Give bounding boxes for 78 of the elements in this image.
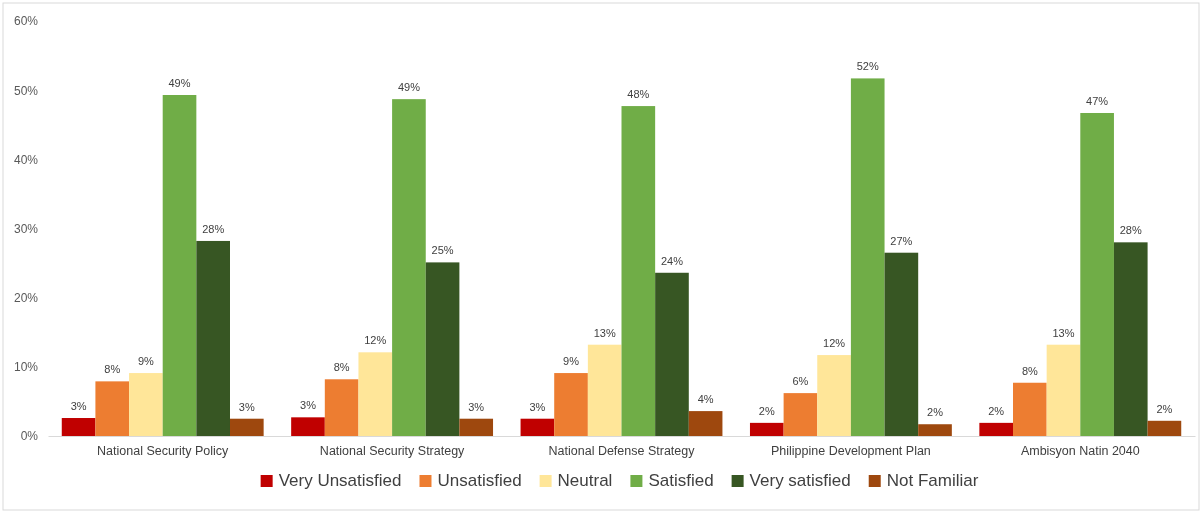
data-label: 12% [364, 334, 387, 347]
data-label: 8% [1021, 364, 1038, 377]
bar [817, 355, 851, 436]
x-tick-label: National Defense Strategy [548, 443, 696, 458]
data-label: 13% [1052, 326, 1075, 339]
data-label: 3% [300, 399, 317, 412]
y-tick-label: 60% [13, 14, 39, 29]
bar [61, 418, 96, 436]
data-label: 28% [202, 222, 225, 235]
data-label: 27% [890, 234, 913, 247]
data-label: 2% [1156, 402, 1173, 415]
bar [554, 373, 588, 436]
legend-label: Satisfied [648, 471, 714, 490]
data-label: 25% [431, 244, 454, 257]
data-label: 12% [823, 337, 846, 350]
bar [1046, 344, 1081, 436]
y-tick-label: 40% [13, 152, 39, 167]
x-tick-label: National Security Policy [97, 443, 230, 458]
bar [425, 262, 460, 436]
bar [655, 272, 689, 436]
data-label: 8% [333, 361, 350, 374]
bar [621, 106, 656, 436]
data-label: 8% [104, 363, 121, 376]
bar [520, 418, 555, 436]
legend-label: Unsatisfied [437, 471, 522, 490]
x-tick-label: Philippine Development Plan [770, 443, 931, 458]
x-tick-label: Ambisyon Natin 2040 [1020, 443, 1140, 458]
data-label: 28% [1119, 224, 1142, 237]
bar [459, 418, 494, 436]
bar [1147, 420, 1182, 436]
bar [587, 344, 622, 436]
bar [95, 381, 130, 436]
data-label: 13% [593, 326, 616, 339]
data-label: 9% [563, 355, 580, 368]
bar [1013, 382, 1047, 436]
data-label: 9% [137, 355, 155, 368]
data-label: 3% [468, 400, 485, 413]
bar [1113, 242, 1148, 436]
bar [162, 95, 197, 436]
bar [850, 78, 885, 436]
data-label: 3% [70, 400, 87, 413]
bar [688, 411, 723, 436]
bar [229, 418, 264, 436]
bar [196, 240, 230, 436]
y-tick-label: 50% [13, 83, 39, 98]
y-tick-label: 10% [13, 360, 39, 375]
y-tick-label: 20% [13, 291, 39, 306]
legend-label: Neutral [557, 471, 613, 490]
bar [783, 393, 818, 436]
data-label: 2% [988, 404, 1005, 417]
bar [358, 352, 393, 436]
data-label: 49% [397, 81, 421, 94]
data-label: 47% [1086, 94, 1109, 107]
data-label: 4% [697, 393, 714, 406]
data-label: 24% [660, 254, 684, 267]
data-label: 3% [529, 400, 546, 413]
bar [884, 252, 919, 436]
data-label: 48% [627, 88, 650, 101]
bar [749, 422, 784, 436]
data-label: 2% [927, 406, 944, 419]
bar [129, 373, 163, 436]
data-label: 3% [238, 400, 255, 413]
bar [291, 417, 325, 436]
data-label: 2% [758, 404, 775, 417]
bar [979, 422, 1014, 436]
y-tick-label: 30% [13, 221, 39, 236]
data-label: 52% [856, 60, 879, 73]
legend-label: Very Unsatisfied [278, 471, 402, 490]
bar [392, 99, 426, 436]
legend-label: Not Familiar [886, 471, 979, 490]
bar [324, 379, 359, 436]
bar [1080, 112, 1114, 436]
data-label: 6% [792, 375, 809, 388]
data-label: 49% [168, 77, 191, 90]
bar [918, 424, 952, 436]
x-tick-label: National Security Strategy [319, 443, 466, 458]
legend-label: Very satisfied [749, 471, 851, 490]
y-tick-label: 0% [20, 429, 39, 444]
